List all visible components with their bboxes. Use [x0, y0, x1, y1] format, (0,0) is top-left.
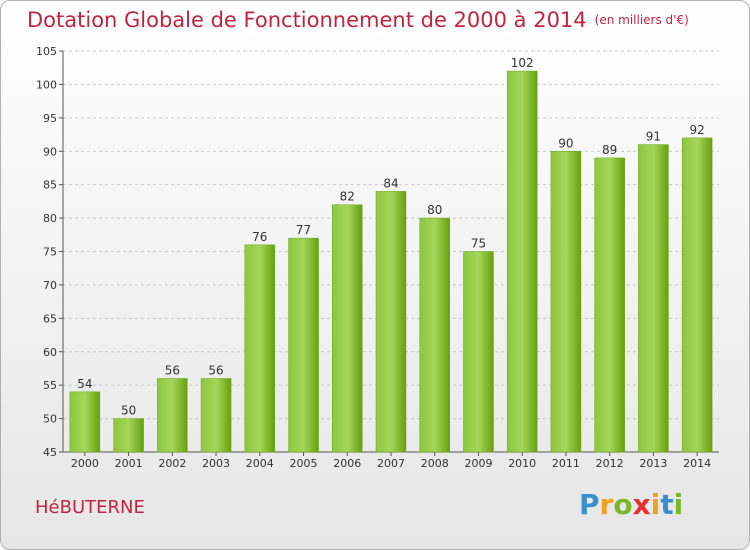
- value-label-2011: 90: [558, 136, 573, 150]
- value-label-2007: 84: [383, 176, 398, 190]
- bar-2008: [419, 217, 450, 453]
- proxiti-logo: Proxiti: [579, 488, 684, 521]
- y-tick-label: 75: [43, 246, 57, 259]
- value-label-2014: 92: [689, 123, 704, 137]
- chart-title-text: Dotation Globale de Fonctionnement de 20…: [27, 8, 587, 32]
- chart-title: Dotation Globale de Fonctionnement de 20…: [27, 8, 689, 32]
- y-tick-label: 80: [43, 212, 57, 225]
- y-tick-label: 65: [43, 312, 57, 325]
- y-tick-label: 55: [43, 379, 57, 392]
- y-tick-label: 70: [43, 279, 57, 292]
- y-tick-label: 85: [43, 179, 57, 192]
- x-tick-label-2013: 2013: [639, 457, 667, 470]
- x-tick-label-2014: 2014: [683, 457, 711, 470]
- bar-2010: [506, 70, 538, 453]
- x-tick-label-2001: 2001: [115, 457, 143, 470]
- bar-2004: [244, 244, 276, 453]
- x-tick-label-2008: 2008: [421, 457, 449, 470]
- x-tick-label-2002: 2002: [158, 457, 186, 470]
- labels: 2000 54 2001 50 2002 56 2003 56 2004 76 2005 77 2006…: [71, 56, 711, 470]
- value-label-2009: 75: [471, 237, 486, 251]
- value-label-2012: 89: [602, 143, 617, 157]
- commune-name: HéBUTERNE: [35, 497, 145, 518]
- value-label-2013: 91: [646, 130, 661, 144]
- bar-2003: [200, 378, 232, 453]
- value-label-2005: 77: [296, 223, 311, 237]
- y-tick-label: 95: [43, 112, 57, 125]
- value-label-2003: 56: [208, 363, 223, 377]
- x-tick-label-2010: 2010: [508, 457, 536, 470]
- x-tick-label-2011: 2011: [552, 457, 580, 470]
- x-tick-label-2006: 2006: [333, 457, 361, 470]
- x-tick-label-2005: 2005: [290, 457, 318, 470]
- bar-2011: [550, 151, 582, 453]
- bar-2005: [288, 237, 319, 453]
- bar-2002: [157, 378, 188, 453]
- value-label-2006: 82: [340, 190, 355, 204]
- value-label-2010: 102: [511, 56, 534, 70]
- bar-2012: [594, 157, 625, 453]
- x-tick-label-2000: 2000: [71, 457, 99, 470]
- y-tick-label: 50: [43, 413, 57, 426]
- bar-2006: [332, 204, 363, 453]
- x-tick-label-2003: 2003: [202, 457, 230, 470]
- value-label-2001: 50: [121, 404, 136, 418]
- bar-2000: [69, 391, 101, 453]
- bar-2009: [463, 251, 494, 453]
- y-tick-label: 45: [43, 446, 57, 459]
- y-tick-label: 60: [43, 346, 57, 359]
- value-label-2008: 80: [427, 203, 442, 217]
- y-tick-label: 105: [36, 45, 57, 58]
- x-tick-label-2004: 2004: [246, 457, 274, 470]
- value-label-2002: 56: [165, 363, 180, 377]
- value-label-2000: 54: [77, 377, 92, 391]
- unit-note: (en milliers d'€): [594, 13, 689, 27]
- bar-2001: [113, 418, 144, 453]
- bar-2013: [638, 144, 669, 453]
- x-tick-label-2007: 2007: [377, 457, 405, 470]
- bar-2014: [681, 137, 713, 453]
- x-tick-label-2009: 2009: [464, 457, 492, 470]
- y-tick-label: 100: [36, 78, 57, 91]
- bar-2007: [375, 191, 407, 453]
- y-tick-label: 90: [43, 145, 57, 158]
- bars: [69, 70, 713, 453]
- value-label-2004: 76: [252, 230, 267, 244]
- x-tick-label-2012: 2012: [596, 457, 624, 470]
